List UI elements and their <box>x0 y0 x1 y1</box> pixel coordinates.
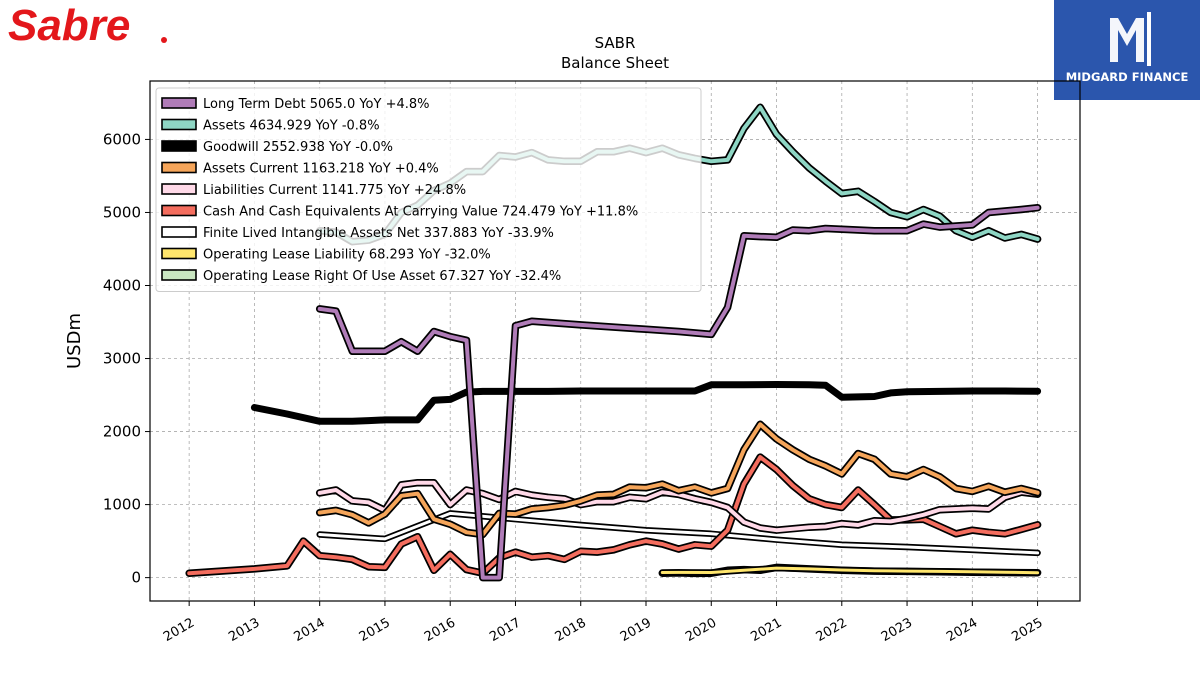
sabre-logo: Sabre <box>8 2 167 48</box>
series-line-long-term-debt <box>317 205 1040 580</box>
legend-swatch <box>161 118 197 131</box>
legend-label: Operating Lease Right Of Use Asset 67.32… <box>203 269 561 284</box>
y-tick-label: 4000 <box>103 276 141 294</box>
legend-swatch <box>161 183 197 195</box>
plot-frame <box>149 80 1081 602</box>
legend-label: Long Term Debt 5065.0 YoY +4.8% <box>203 97 430 112</box>
y-tick-label: 2000 <box>103 423 141 441</box>
midgard-finance-text: MIDGARD FINANCE <box>1066 70 1189 84</box>
legend-swatch <box>161 97 197 109</box>
x-tick-label: 2024 <box>944 615 980 645</box>
chart-title: SABR <box>595 34 636 52</box>
y-axis-label: USDm <box>64 313 85 369</box>
x-tick-label: 2022 <box>814 615 850 645</box>
x-tick-label: 2017 <box>487 615 523 645</box>
y-tick-label: 6000 <box>103 130 141 148</box>
y-tick-label: 0 <box>131 569 141 587</box>
legend-label: Cash And Cash Equivalents At Carrying Va… <box>203 205 638 220</box>
x-tick-label: 2015 <box>357 615 393 645</box>
x-tick-label: 2018 <box>553 615 589 645</box>
x-tick-label: 2014 <box>292 615 328 645</box>
x-tick-label: 2016 <box>422 615 458 645</box>
legend: Long Term Debt 5065.0 YoY +4.8% Assets 46… <box>155 87 702 292</box>
series-line-operating-lease-liability <box>660 566 1040 575</box>
sabre-logo-text: Sabre <box>8 2 130 48</box>
x-tick-label: 2023 <box>879 615 915 645</box>
y-axis: 0 1000 2000 3000 4000 5000 6000 <box>103 130 150 587</box>
x-tick-label: 2021 <box>748 615 784 645</box>
legend-swatch <box>161 140 197 152</box>
legend-label: Finite Lived Intangible Assets Net 337.8… <box>203 226 554 241</box>
legend-swatch <box>161 161 197 174</box>
y-tick-label: 5000 <box>103 203 141 221</box>
y-tick-label: 1000 <box>103 496 141 514</box>
x-tick-label: 2012 <box>161 615 197 645</box>
registered-mark-icon <box>161 37 167 43</box>
legend-label: Goodwill 2552.938 YoY -0.0% <box>203 140 393 155</box>
x-tick-label: 2025 <box>1009 615 1045 645</box>
legend-swatch <box>161 226 197 238</box>
x-tick-label: 2020 <box>683 615 719 645</box>
legend-label: Assets 4634.929 YoY -0.8% <box>203 119 380 134</box>
chart-subtitle: Balance Sheet <box>561 54 669 72</box>
legend-swatch <box>161 269 197 281</box>
legend-label: Operating Lease Liability 68.293 YoY -32… <box>203 248 491 263</box>
x-tick-label: 2013 <box>226 615 262 645</box>
series-line-assets-current <box>317 422 1040 537</box>
x-tick-label: 2019 <box>618 615 654 645</box>
legend-swatch <box>161 204 197 217</box>
legend-label: Assets Current 1163.218 YoY +0.4% <box>203 162 439 177</box>
legend-swatch <box>161 247 197 260</box>
legend-label: Liabilities Current 1141.775 YoY +24.8% <box>203 183 466 198</box>
legend-box <box>155 87 702 292</box>
x-axis: 2012 2013 2014 2015 2016 2017 2018 2019 2020 2021… <box>161 601 1046 645</box>
midgard-finance-logo: MIDGARD FINANCE <box>1054 0 1200 100</box>
y-tick-label: 3000 <box>103 350 141 368</box>
midgard-finance-emblem-icon: MIDGARD FINANCE <box>1066 12 1189 84</box>
series-line-goodwill <box>250 381 1042 425</box>
